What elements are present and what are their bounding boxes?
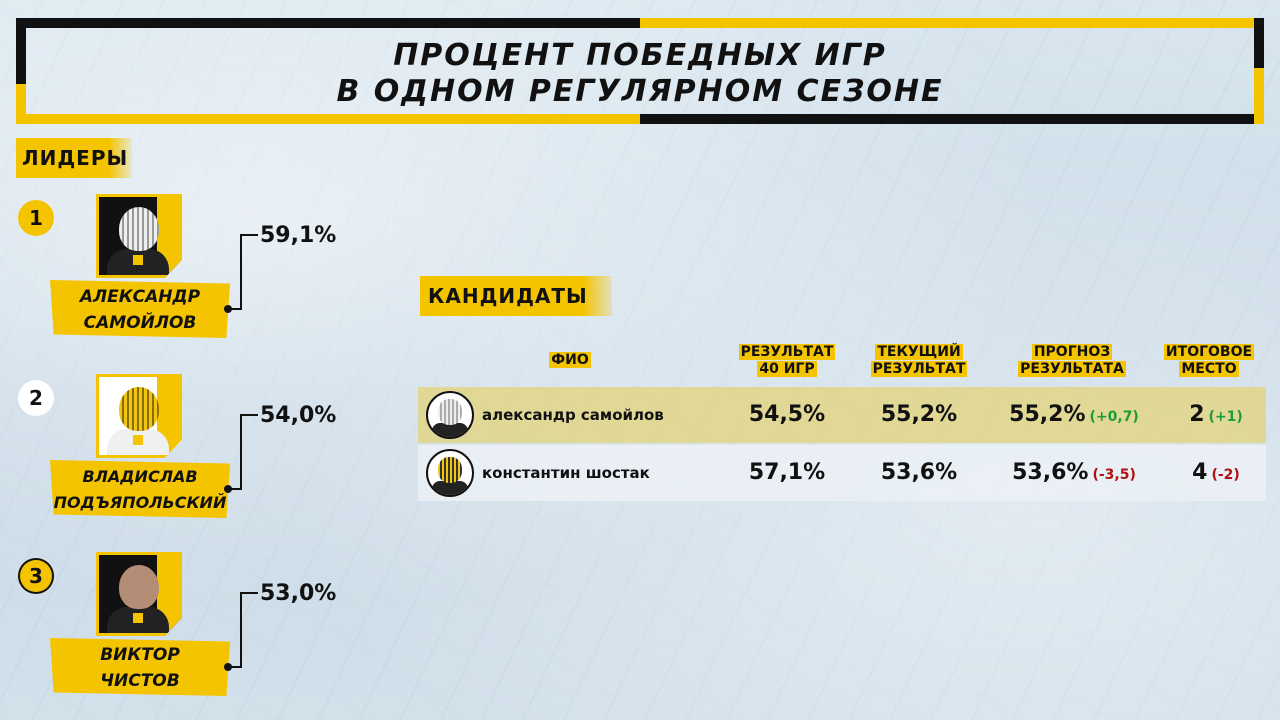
table-row: константин шостак 57,1% 53,6% 53,6% (-3,5… [418, 445, 1266, 501]
current-result: 55,2% [880, 402, 958, 427]
current-result: 53,6% [880, 460, 958, 485]
frame-border [640, 18, 1264, 28]
goalie-mask-icon [438, 457, 462, 483]
player-name-banner: АЛЕКСАНДР САМОЙЛОВ [50, 280, 230, 338]
column-header-text: РЕЗУЛЬТАТ [870, 361, 968, 377]
avatar [426, 391, 474, 439]
column-header-text: РЕЗУЛЬТАТА [1018, 361, 1126, 377]
player-first-name: АЛЕКСАНДР [79, 287, 201, 307]
rank-badge: 3 [18, 558, 54, 594]
column-header-current: ТЕКУЩИЙ РЕЗУЛЬТАТ [860, 344, 978, 378]
frame-border [640, 114, 1264, 124]
title-line-2: В ОДНОМ РЕГУЛЯРНОМ СЕЗОНЕ [336, 74, 944, 109]
column-header-text: ТЕКУЩИЙ [875, 344, 963, 360]
player-face-icon [119, 565, 159, 609]
connector-line [240, 234, 242, 309]
leader-card: 2 ВЛАДИСЛАВ ПОДЪЯПОЛЬСКИЙ 54,0% [0, 374, 360, 530]
connector-line [240, 414, 242, 489]
forecast-delta: (-3,5) [1092, 467, 1136, 483]
place-delta: (-2) [1211, 467, 1240, 483]
connector-dot [224, 485, 232, 493]
candidates-section-label: КАНДИДАТЫ [420, 276, 612, 316]
player-last-name: ПОДЪЯПОЛЬСКИЙ [53, 493, 227, 512]
player-photo [96, 552, 182, 636]
result-40-games: 57,1% [748, 460, 826, 485]
column-header-result40: РЕЗУЛЬТАТ 40 ИГР [728, 344, 846, 378]
column-header-text: ИТОГОВОЕ [1163, 344, 1255, 360]
win-percentage: 59,1% [260, 223, 337, 248]
forecast-result: 53,6% (-3,5) [994, 445, 1154, 503]
frame-border [1254, 68, 1264, 124]
place-value: 2 [1189, 402, 1205, 427]
forecast-value: 55,2% [1009, 402, 1086, 427]
goalie-mask-icon [438, 399, 462, 425]
place-value: 4 [1192, 460, 1208, 485]
place-delta: (+1) [1208, 409, 1243, 425]
frame-border [16, 18, 26, 84]
connector-line [240, 234, 258, 236]
column-header-forecast: ПРОГНОЗ РЕЗУЛЬТАТА [1004, 344, 1140, 378]
player-first-name: ВЛАДИСЛАВ [82, 467, 198, 486]
result-40-games: 54,5% [748, 402, 826, 427]
title-frame: ПРОЦЕНТ ПОБЕДНЫХ ИГР В ОДНОМ РЕГУЛЯРНОМ … [16, 18, 1264, 124]
frame-border [16, 18, 640, 28]
frame-border [1254, 18, 1264, 68]
connector-line [228, 488, 242, 490]
connector-dot [224, 305, 232, 313]
connector-dot [224, 663, 232, 671]
forecast-value: 53,6% [1012, 460, 1089, 485]
connector-line [240, 592, 242, 667]
title-line-1: ПРОЦЕНТ ПОБЕДНЫХ ИГР [393, 38, 887, 73]
connector-line [228, 666, 242, 668]
player-name-banner: ВЛАДИСЛАВ ПОДЪЯПОЛЬСКИЙ [50, 460, 230, 518]
player-last-name: САМОЙЛОВ [83, 313, 197, 333]
leaders-section-label: ЛИДЕРЫ [16, 138, 132, 178]
leader-card: 3 ВИКТОР ЧИСТОВ 53,0% [0, 552, 360, 708]
candidate-name: константин шостак [482, 464, 650, 482]
column-header-final-place: ИТОГОВОЕ МЕСТО [1156, 344, 1262, 378]
player-name-banner: ВИКТОР ЧИСТОВ [50, 638, 230, 696]
player-photo [96, 374, 182, 458]
table-row: александр самойлов 54,5% 55,2% 55,2% (+0,… [418, 387, 1266, 443]
frame-border [16, 114, 640, 124]
column-header-text: РЕЗУЛЬТАТ [738, 344, 836, 360]
final-place: 2 (+1) [1166, 387, 1266, 445]
column-header-name: ФИО [520, 352, 620, 369]
avatar [426, 449, 474, 497]
column-header-text: МЕСТО [1179, 361, 1239, 377]
connector-line [240, 414, 258, 416]
player-last-name: ЧИСТОВ [100, 671, 180, 691]
goalie-mask-icon [119, 207, 159, 251]
goalie-mask-icon [119, 387, 159, 431]
column-header-text: ФИО [549, 352, 591, 368]
candidate-name: александр самойлов [482, 406, 664, 424]
win-percentage: 54,0% [260, 403, 337, 428]
player-photo [96, 194, 182, 278]
frame-border [16, 84, 26, 124]
rank-badge: 2 [18, 380, 54, 416]
column-header-text: ПРОГНОЗ [1031, 344, 1113, 360]
page-title: ПРОЦЕНТ ПОБЕДНЫХ ИГР В ОДНОМ РЕГУЛЯРНОМ … [16, 38, 1264, 110]
leader-card: 1 АЛЕКСАНДР САМОЙЛОВ 59,1% [0, 194, 360, 350]
forecast-delta: (+0,7) [1089, 409, 1139, 425]
connector-line [240, 592, 258, 594]
column-header-text: 40 ИГР [757, 361, 817, 377]
win-percentage: 53,0% [260, 581, 337, 606]
rank-badge: 1 [18, 200, 54, 236]
player-first-name: ВИКТОР [100, 645, 180, 665]
forecast-result: 55,2% (+0,7) [994, 387, 1154, 445]
final-place: 4 (-2) [1166, 445, 1266, 503]
connector-line [228, 308, 242, 310]
